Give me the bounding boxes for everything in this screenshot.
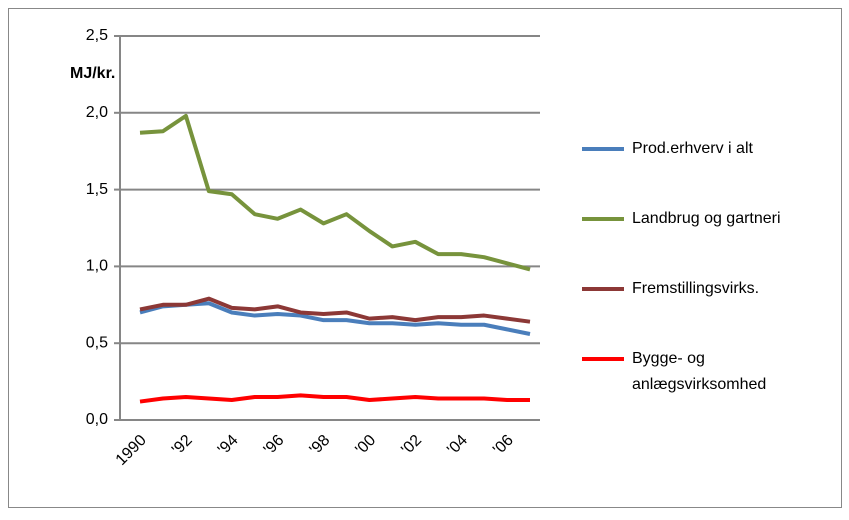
y-tick-label: 0,0 — [86, 411, 108, 428]
series-line — [139, 296, 531, 324]
legend-label: Fremstillingsvirks. — [632, 280, 760, 297]
legend-label: Bygge- og anlægsvirksomhed — [632, 350, 767, 393]
y-tick-label: 2,0 — [86, 104, 108, 121]
legend-swatch — [582, 287, 624, 291]
legend-item: Bygge- og anlægsvirksomhed — [582, 348, 822, 398]
series-line — [139, 393, 530, 404]
x-tick-label: '98 — [307, 432, 334, 459]
x-tick-label: '94 — [215, 432, 242, 459]
legend-swatch — [582, 357, 624, 361]
legend-swatch — [582, 217, 624, 221]
y-tick-label: 2,5 — [86, 27, 108, 44]
legend-item: Prod.erhverv i alt — [582, 138, 822, 162]
legend-swatch — [582, 147, 624, 151]
series-line — [139, 113, 531, 272]
y-axis-label: MJ/kr. — [70, 65, 115, 82]
x-tick-label: '06 — [490, 432, 517, 459]
x-tick-label: 1990 — [113, 432, 150, 469]
x-tick-label: '04 — [444, 432, 471, 459]
legend-item: Landbrug og gartneri — [582, 208, 822, 232]
x-tick-label: '00 — [352, 432, 379, 459]
y-tick-label: 0,5 — [86, 334, 108, 351]
legend-label: Landbrug og gartneri — [632, 210, 781, 227]
legend-item: Fremstillingsvirks. — [582, 278, 822, 302]
x-tick-label: '96 — [261, 432, 288, 459]
chart-border — [8, 8, 842, 508]
series-line — [139, 301, 531, 336]
legend-label: Prod.erhverv i alt — [632, 140, 753, 157]
y-tick-label: 1,5 — [86, 181, 108, 198]
x-tick-label: '92 — [169, 432, 196, 459]
y-tick-label: 1,0 — [86, 258, 108, 275]
x-tick-label: '02 — [398, 432, 425, 459]
